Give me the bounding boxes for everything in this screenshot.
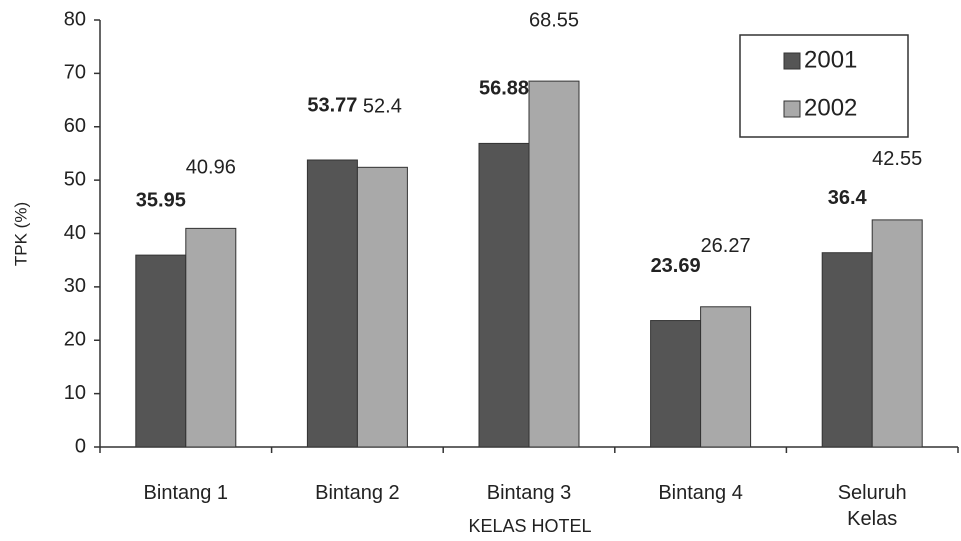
bar <box>135 254 187 448</box>
x-tick-label: Bintang 1 <box>143 482 229 504</box>
value-label: 53.77 <box>307 94 357 116</box>
legend-label: 2001 <box>804 46 857 73</box>
y-tick-label: 20 <box>64 329 86 351</box>
legend-box <box>739 34 909 138</box>
value-label: 26.27 <box>701 235 751 257</box>
y-tick-label: 80 <box>64 8 86 30</box>
value-label: 42.55 <box>872 148 922 170</box>
bar <box>356 166 408 448</box>
bar <box>821 252 873 448</box>
y-tick-label: 10 <box>64 382 86 404</box>
bar <box>185 227 237 448</box>
x-tick-label: Seluruh Kelas <box>837 482 907 530</box>
bar <box>528 80 580 448</box>
y-tick-label: 70 <box>64 62 86 84</box>
y-tick-label: 30 <box>64 275 86 297</box>
x-tick-label: Bintang 2 <box>315 482 400 504</box>
bar <box>650 320 702 448</box>
x-tick-label: Bintang 3 <box>486 482 572 504</box>
bar <box>478 142 530 448</box>
y-axis-label: TPK (%) <box>11 202 30 266</box>
bar <box>871 219 923 448</box>
legend-label: 2002 <box>804 94 857 121</box>
legend-swatch <box>783 100 801 118</box>
value-label: 35.95 <box>136 189 186 211</box>
legend-swatch <box>783 52 801 70</box>
y-tick-label: 40 <box>64 222 86 244</box>
x-axis-label: KELAS HOTEL <box>468 516 591 536</box>
y-tick-label: 0 <box>75 435 86 457</box>
value-label: 68.55 <box>529 9 579 31</box>
value-label: 40.96 <box>186 157 236 179</box>
bar <box>700 306 752 448</box>
value-label: 52.4 <box>363 96 402 118</box>
bar <box>306 159 358 448</box>
value-label: 23.69 <box>651 255 701 277</box>
x-tick-label: Bintang 4 <box>658 482 743 504</box>
value-label: 36.4 <box>828 187 868 209</box>
value-label: 56.88 <box>479 78 529 100</box>
y-tick-label: 60 <box>64 115 86 137</box>
y-tick-label: 50 <box>64 168 86 190</box>
